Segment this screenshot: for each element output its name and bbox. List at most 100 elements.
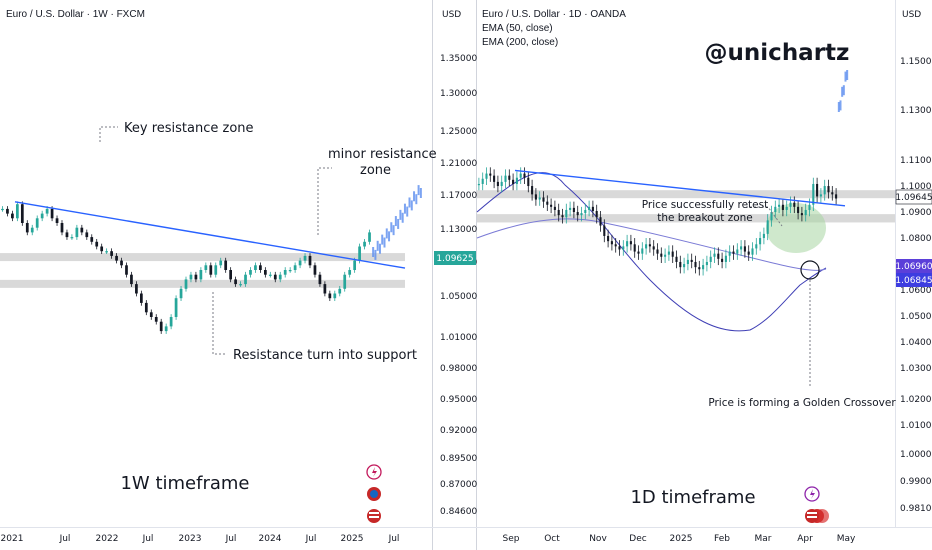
candle bbox=[667, 251, 670, 255]
candle bbox=[485, 173, 488, 179]
x-tick-label: Jul bbox=[225, 534, 237, 544]
candle bbox=[641, 248, 644, 254]
ema-50-price-tag[interactable] bbox=[896, 259, 932, 273]
candle bbox=[785, 206, 788, 210]
candle bbox=[50, 208, 54, 219]
left-current-price: 1.09625 bbox=[436, 254, 473, 264]
candle bbox=[508, 175, 511, 180]
candle bbox=[493, 175, 496, 182]
left-candles bbox=[1, 201, 371, 334]
candle bbox=[804, 209, 807, 216]
candle bbox=[174, 298, 178, 317]
projection-candle bbox=[841, 86, 844, 97]
ema-50-legend: EMA (50, close) bbox=[482, 23, 553, 34]
y-tick-label: 1.13000 bbox=[900, 106, 932, 116]
candle bbox=[713, 253, 716, 257]
right-x-axis-ticks: Sep Oct Nov Dec 2025 Feb Mar Apr May bbox=[503, 534, 856, 544]
price-zone bbox=[0, 253, 405, 262]
x-tick-label: Dec bbox=[629, 534, 646, 544]
y-tick-label: 1.21000 bbox=[440, 159, 477, 169]
us-flag-stripe-icon bbox=[807, 512, 817, 514]
right-chart-title: Euro / U.S. Dollar · 1D · OANDA bbox=[482, 9, 626, 20]
candle bbox=[770, 212, 773, 221]
y-tick-label: 1.06000 bbox=[900, 286, 932, 296]
key-resistance-annotation: Key resistance zone bbox=[124, 121, 254, 136]
y-tick-label: 1.11000 bbox=[900, 156, 932, 166]
candle bbox=[35, 218, 39, 228]
projection-candle bbox=[401, 212, 404, 223]
candle bbox=[626, 241, 629, 247]
right-resistance-trendline[interactable] bbox=[514, 169, 846, 207]
y-tick-label: 0.84600 bbox=[440, 507, 477, 517]
candle bbox=[835, 194, 838, 199]
left-x-axis-ticks: 2021 Jul 2022 Jul 2023 Jul 2024 Jul 2025 Jul bbox=[1, 534, 400, 544]
candle bbox=[743, 246, 746, 252]
candle bbox=[75, 227, 79, 238]
right-current-price-tag[interactable] bbox=[895, 189, 932, 205]
candle bbox=[607, 235, 610, 242]
candle bbox=[728, 251, 731, 256]
candle bbox=[671, 251, 674, 257]
left-resistance-trendline[interactable] bbox=[14, 201, 406, 269]
y-tick-label: 1.13000 bbox=[440, 225, 477, 235]
projection-candle bbox=[394, 216, 397, 227]
candle bbox=[512, 179, 515, 184]
projection-candle bbox=[383, 237, 386, 248]
candle bbox=[164, 326, 168, 332]
candle bbox=[199, 270, 203, 280]
candle bbox=[751, 248, 754, 255]
candle bbox=[144, 302, 148, 313]
x-tick-label: Mar bbox=[755, 534, 772, 544]
y-tick-label: 1.05000 bbox=[440, 292, 477, 302]
candle bbox=[534, 194, 537, 200]
candle bbox=[675, 256, 678, 262]
candle bbox=[278, 274, 282, 280]
watermark-handle: @unichartz bbox=[705, 40, 850, 66]
x-tick-label: 2025 bbox=[670, 534, 693, 544]
candle bbox=[293, 265, 297, 270]
x-tick-label: Jul bbox=[142, 534, 154, 544]
candle bbox=[363, 241, 366, 247]
y-tick-label: 1.02000 bbox=[900, 395, 932, 405]
ema-200-price-tag[interactable] bbox=[896, 273, 932, 287]
y-tick-label: 1.30000 bbox=[440, 89, 477, 99]
retest-pointer bbox=[746, 206, 783, 227]
candle bbox=[645, 244, 648, 249]
left-event-badges[interactable] bbox=[366, 464, 382, 523]
candle bbox=[588, 206, 591, 210]
candle bbox=[343, 274, 347, 289]
right-event-badges[interactable] bbox=[804, 486, 829, 523]
candle bbox=[481, 178, 484, 184]
projection-candle bbox=[381, 234, 384, 245]
candle bbox=[595, 211, 598, 218]
left-current-price-tag[interactable] bbox=[434, 251, 476, 265]
left-timeframe-label: 1W timeframe bbox=[120, 473, 249, 494]
candle bbox=[603, 225, 606, 236]
y-tick-label: 1.05000 bbox=[900, 312, 932, 322]
candle bbox=[20, 204, 24, 223]
ema-lines bbox=[476, 172, 827, 332]
candle bbox=[55, 218, 59, 223]
candle bbox=[660, 253, 663, 257]
minor-resistance-pointer bbox=[317, 167, 332, 235]
candle bbox=[831, 192, 834, 195]
x-tick-label: Apr bbox=[797, 534, 813, 544]
candle bbox=[504, 175, 507, 182]
candle bbox=[580, 213, 583, 216]
candle bbox=[358, 246, 361, 261]
candle bbox=[244, 274, 247, 285]
x-tick-label: Oct bbox=[544, 534, 560, 544]
candle bbox=[553, 206, 556, 210]
left-zones bbox=[0, 253, 405, 288]
candle bbox=[259, 265, 262, 270]
candle bbox=[323, 284, 327, 294]
candle bbox=[214, 265, 218, 275]
candle bbox=[515, 177, 518, 184]
candle bbox=[557, 209, 560, 216]
candle bbox=[778, 204, 781, 207]
lightning-glyph-icon bbox=[372, 467, 377, 477]
projection-candle bbox=[844, 71, 847, 82]
